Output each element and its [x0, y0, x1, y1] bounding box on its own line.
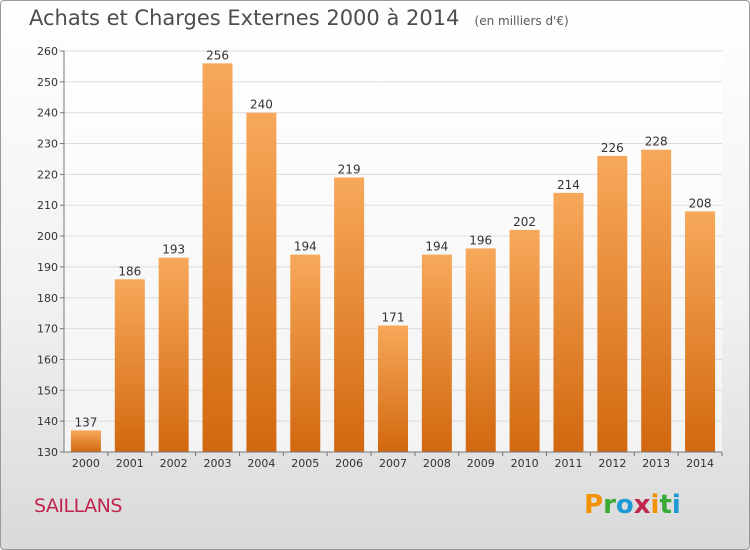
bar-2004	[246, 112, 277, 452]
y-tick-label: 250	[37, 76, 58, 89]
bar-2003	[202, 63, 233, 452]
x-tick-labels: 2000 2001 2002 2003 2004 2005 2006 2007 2008 2009…	[72, 452, 723, 470]
data-label: 214	[557, 178, 580, 192]
y-tick-label: 190	[37, 261, 58, 274]
x-tick-label: 2001	[116, 457, 144, 470]
y-tick-label: 160	[37, 353, 58, 366]
logo-letter: o	[615, 490, 634, 520]
bar-2006	[334, 177, 365, 452]
x-tick-label: 2013	[642, 457, 670, 470]
bar-2012	[597, 155, 628, 452]
data-label: 196	[469, 233, 492, 247]
bar-2005	[290, 254, 321, 452]
logo-letter: i	[650, 490, 660, 520]
logo-letter: P	[584, 490, 604, 520]
chart-title: Achats et Charges Externes 2000 à 2014	[29, 6, 460, 30]
x-tick-label: 2005	[291, 457, 319, 470]
bar-2000	[70, 430, 101, 452]
x-tick-label: 2009	[467, 457, 495, 470]
bars	[70, 63, 716, 452]
y-tick-label: 130	[37, 446, 58, 459]
y-tick-label: 220	[37, 168, 58, 181]
data-label: 194	[425, 240, 448, 254]
logo-letter: r	[603, 490, 616, 520]
title-block: Achats et Charges Externes 2000 à 2014 (…	[29, 6, 569, 30]
logo-letter: i	[671, 490, 681, 520]
logo-letter: t	[659, 490, 672, 520]
proxiti-logo: Proxiti	[584, 490, 681, 520]
commune-name: SAILLANS	[34, 495, 122, 517]
data-label: 240	[250, 98, 273, 112]
x-tick-label: 2000	[72, 457, 100, 470]
data-label: 219	[338, 162, 361, 176]
x-tick-label: 2008	[423, 457, 451, 470]
x-tick-label: 2002	[160, 457, 188, 470]
data-label: 171	[382, 311, 405, 325]
data-label: 202	[513, 215, 536, 229]
data-label: 186	[118, 264, 141, 278]
data-label: 194	[294, 240, 317, 254]
x-tick-label: 2003	[204, 457, 232, 470]
chart-unit: (en milliers d'€)	[474, 14, 569, 28]
bar-2001	[114, 279, 145, 452]
y-tick-label: 200	[37, 230, 58, 243]
data-label: 228	[645, 135, 668, 149]
x-tick-label: 2014	[686, 457, 714, 470]
bar-2007	[378, 325, 408, 452]
data-label: 193	[162, 243, 185, 257]
y-tick-labels: 130 140 150 160 170 180 190 200 210 220 230 240 250 2…	[37, 45, 64, 459]
y-tick-label: 180	[37, 292, 58, 305]
y-tick-label: 230	[37, 138, 58, 151]
x-tick-label: 2010	[511, 457, 539, 470]
bar-2002	[158, 257, 189, 452]
bar-2008	[421, 254, 452, 452]
bar-2009	[465, 248, 496, 452]
y-tick-label: 140	[37, 415, 58, 428]
bar-2010	[509, 229, 540, 452]
x-tick-label: 2004	[247, 457, 275, 470]
data-label: 208	[689, 196, 712, 210]
bar-2011	[553, 192, 584, 452]
x-tick-label: 2012	[598, 457, 626, 470]
y-tick-label: 170	[37, 323, 58, 336]
data-label: 256	[206, 48, 229, 62]
bar-2014	[685, 211, 716, 452]
x-tick-label: 2007	[379, 457, 407, 470]
data-label: 226	[601, 141, 624, 155]
x-tick-label: 2011	[554, 457, 582, 470]
axes	[63, 51, 722, 453]
y-tick-label: 150	[37, 384, 58, 397]
logo-letter: x	[633, 490, 651, 520]
y-tick-label: 260	[37, 45, 58, 58]
bar-2013	[641, 149, 672, 452]
data-labels: 137 186 193 256 240 194 219 171 194 196 202 214 226 2…	[74, 48, 711, 429]
data-label: 137	[74, 415, 97, 429]
x-tick-label: 2006	[335, 457, 363, 470]
y-tick-label: 210	[37, 199, 58, 212]
y-tick-label: 240	[37, 107, 58, 120]
